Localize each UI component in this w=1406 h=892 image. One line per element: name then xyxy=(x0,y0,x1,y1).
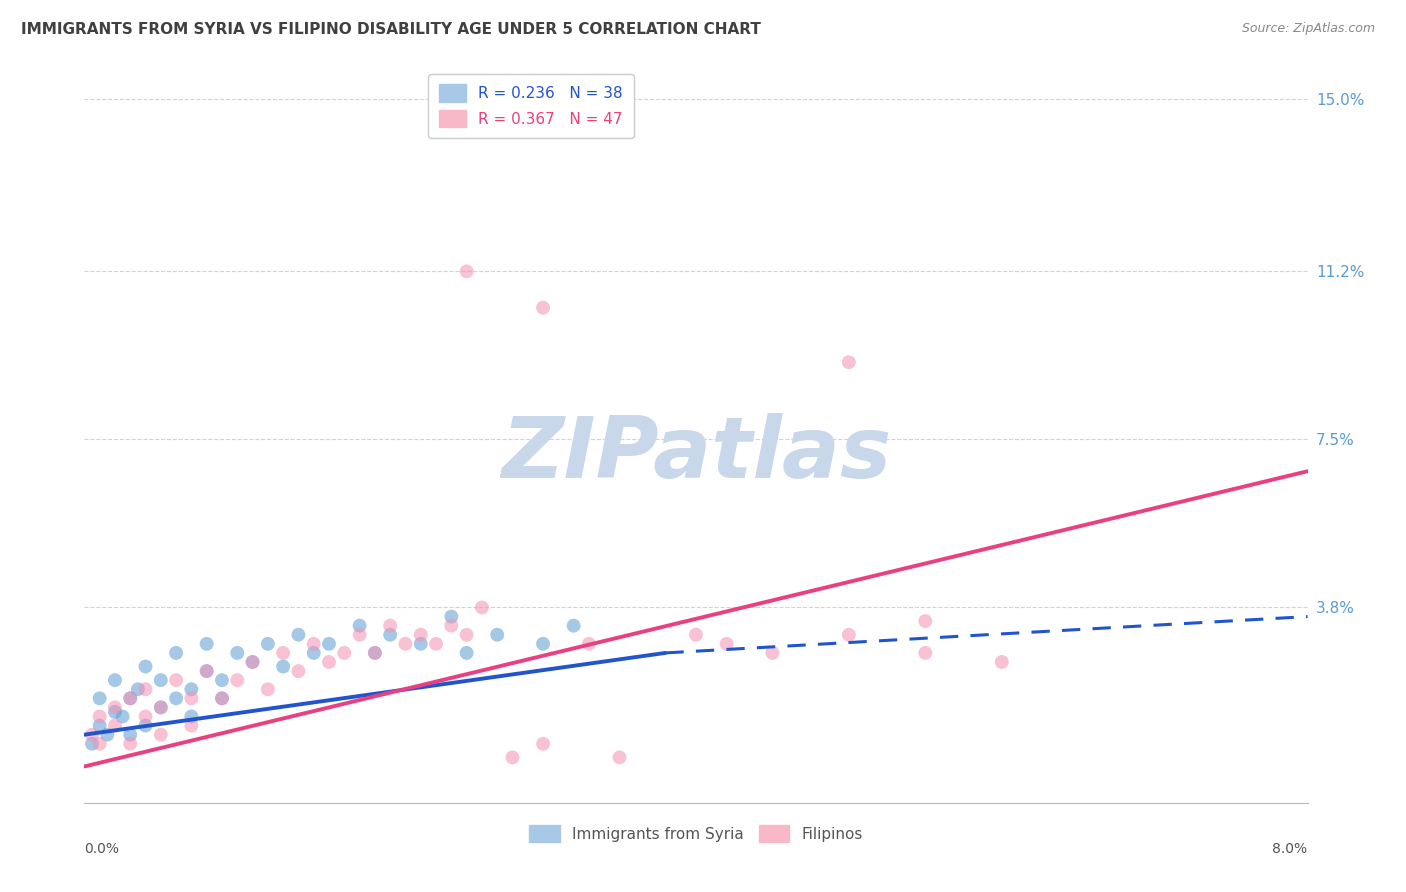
Point xyxy=(195,664,218,678)
Point xyxy=(318,655,340,669)
Legend: Immigrants from Syria, Filipinos: Immigrants from Syria, Filipinos xyxy=(523,819,869,848)
Text: IMMIGRANTS FROM SYRIA VS FILIPINO DISABILITY AGE UNDER 5 CORRELATION CHART: IMMIGRANTS FROM SYRIA VS FILIPINO DISABI… xyxy=(21,22,761,37)
Point xyxy=(456,628,478,642)
Point xyxy=(440,618,463,632)
Point xyxy=(242,655,264,669)
Point xyxy=(761,646,783,660)
Point xyxy=(318,637,340,651)
Point xyxy=(271,659,294,673)
Point xyxy=(96,728,118,742)
Point xyxy=(80,737,103,751)
Point xyxy=(211,691,233,706)
Point xyxy=(165,691,187,706)
Point xyxy=(333,646,356,660)
Point xyxy=(226,646,249,660)
Point xyxy=(257,682,280,697)
Point xyxy=(425,637,447,651)
Point xyxy=(914,646,936,660)
Point xyxy=(120,728,142,742)
Text: ZIPatlas: ZIPatlas xyxy=(501,413,891,496)
Point xyxy=(914,614,936,628)
Point xyxy=(991,655,1014,669)
Point xyxy=(127,682,149,697)
Point xyxy=(104,705,127,719)
Point xyxy=(89,709,111,723)
Point xyxy=(440,609,463,624)
Point xyxy=(502,750,524,764)
Point xyxy=(716,637,738,651)
Point xyxy=(578,637,600,651)
Point xyxy=(394,637,416,651)
Point xyxy=(456,264,478,278)
Point xyxy=(531,637,554,651)
Point xyxy=(302,637,325,651)
Point xyxy=(531,737,554,751)
Point xyxy=(531,301,554,315)
Point xyxy=(149,700,172,714)
Point xyxy=(135,718,157,732)
Point xyxy=(685,628,707,642)
Point xyxy=(380,628,402,642)
Point xyxy=(135,682,157,697)
Point xyxy=(838,355,860,369)
Point xyxy=(89,718,111,732)
Point xyxy=(120,737,142,751)
Point xyxy=(180,682,202,697)
Point xyxy=(271,646,294,660)
Point xyxy=(471,600,494,615)
Point xyxy=(165,646,187,660)
Point xyxy=(165,673,187,688)
Point xyxy=(89,691,111,706)
Point xyxy=(180,718,202,732)
Point xyxy=(380,618,402,632)
Point xyxy=(120,691,142,706)
Point xyxy=(135,709,157,723)
Text: 0.0%: 0.0% xyxy=(84,842,120,855)
Point xyxy=(287,628,309,642)
Point xyxy=(211,691,233,706)
Point xyxy=(195,664,218,678)
Point xyxy=(211,673,233,688)
Point xyxy=(364,646,387,660)
Point xyxy=(409,628,432,642)
Point xyxy=(257,637,280,651)
Point xyxy=(104,700,127,714)
Point xyxy=(349,628,371,642)
Point xyxy=(287,664,309,678)
Point xyxy=(180,709,202,723)
Point xyxy=(80,728,103,742)
Point xyxy=(562,618,585,632)
Point xyxy=(195,637,218,651)
Point xyxy=(364,646,387,660)
Point xyxy=(226,673,249,688)
Point xyxy=(486,628,509,642)
Point xyxy=(149,728,172,742)
Text: 8.0%: 8.0% xyxy=(1272,842,1308,855)
Point xyxy=(149,673,172,688)
Point xyxy=(349,618,371,632)
Point xyxy=(89,737,111,751)
Point xyxy=(149,700,172,714)
Point xyxy=(609,750,631,764)
Point xyxy=(180,691,202,706)
Point xyxy=(409,637,432,651)
Text: Source: ZipAtlas.com: Source: ZipAtlas.com xyxy=(1241,22,1375,36)
Point xyxy=(135,659,157,673)
Point xyxy=(104,718,127,732)
Point xyxy=(111,709,134,723)
Point xyxy=(120,691,142,706)
Point xyxy=(302,646,325,660)
Point xyxy=(104,673,127,688)
Point xyxy=(242,655,264,669)
Point xyxy=(838,628,860,642)
Point xyxy=(456,646,478,660)
